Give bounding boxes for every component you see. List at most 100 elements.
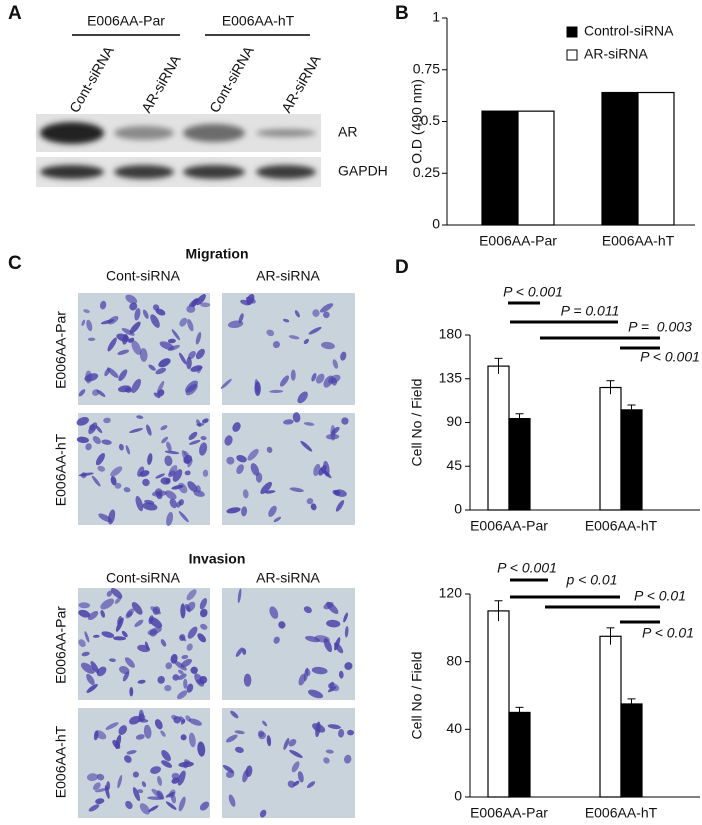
cell [200,302,211,308]
legend-swatch [566,49,578,61]
bar [487,365,510,511]
error-bar [515,413,524,424]
cell [92,782,101,791]
cell [83,309,90,314]
cell [153,392,161,399]
cell [154,488,163,496]
cell [300,440,313,452]
cell [171,772,180,780]
cell [250,463,260,476]
cell [155,367,167,375]
cell [118,385,131,393]
cell [236,454,247,463]
cell [180,734,187,741]
cell [287,780,296,788]
panel-letter: B [395,3,409,24]
cell [269,389,284,393]
x-tick-label: E006AA-hT [585,518,658,534]
cell [164,684,172,692]
block-title: Invasion [189,551,246,567]
x-tick-label: E006AA-Par [470,518,548,534]
cell [122,333,129,345]
cell [99,300,107,310]
cell [269,606,279,619]
cell [180,603,186,619]
y-tick-label: 40 [446,720,462,736]
cell [118,443,124,451]
cell [161,749,171,762]
cell [272,341,281,349]
cell [129,428,143,433]
cell [151,788,165,800]
cell [172,469,183,482]
cell [186,643,193,651]
cell [107,315,119,325]
cell [325,749,334,754]
cell [278,621,286,629]
cell [177,690,188,700]
cell [335,500,345,512]
cell [96,389,106,397]
cell [149,629,158,637]
cell [178,669,184,675]
cell [259,809,267,818]
cell [148,805,159,812]
cell [184,470,191,476]
cell [110,476,117,486]
cell [225,734,238,743]
column-label: Cont-siRNA [106,570,181,586]
cell [87,611,99,621]
cell [235,746,244,754]
cell [129,686,134,697]
cell [288,335,300,340]
bar [508,418,531,511]
annotation: P < 0.01 [642,625,694,641]
y-axis-label: Cell No / Field [409,652,425,740]
cell [114,596,122,604]
x-tick-label: E006AA-hT [602,233,675,249]
cell [338,670,344,679]
cell [196,419,202,428]
cell [338,728,345,738]
cell [193,490,205,497]
cell [326,619,341,628]
cell [95,425,103,434]
cell [226,456,235,465]
cell [86,673,95,686]
cell [125,800,133,809]
cell [266,329,275,337]
cell [150,314,160,328]
cell [136,415,144,419]
cell [186,356,192,370]
cell [178,796,186,812]
cell [132,771,139,778]
cell [199,801,210,811]
y-axis-label: O.D (490 nm) [409,79,425,164]
y-tick-label: 120 [439,585,463,601]
cell [220,378,232,389]
annotation: P = 0.011 [561,303,620,319]
cell [147,796,163,801]
annotation: P = 0.003 [628,319,692,335]
cell [189,439,201,445]
cell [80,662,95,674]
y-tick-label: 180 [439,326,463,342]
block-title: Migration [186,246,249,262]
cell [243,673,252,687]
lane-label: AR-siRNA [138,52,184,116]
error-bar [627,698,636,710]
cell [161,760,173,768]
cell [117,774,123,789]
cell [110,587,123,599]
cell [117,349,130,355]
cell [131,602,143,615]
cell [150,766,162,774]
cell [187,481,198,493]
row-label: E006AA-Par [53,606,69,684]
cell [146,424,152,436]
cell [92,436,101,445]
cell [157,675,165,684]
cell [344,754,352,764]
y-tick-label: 45 [446,457,462,473]
cell [188,732,196,748]
